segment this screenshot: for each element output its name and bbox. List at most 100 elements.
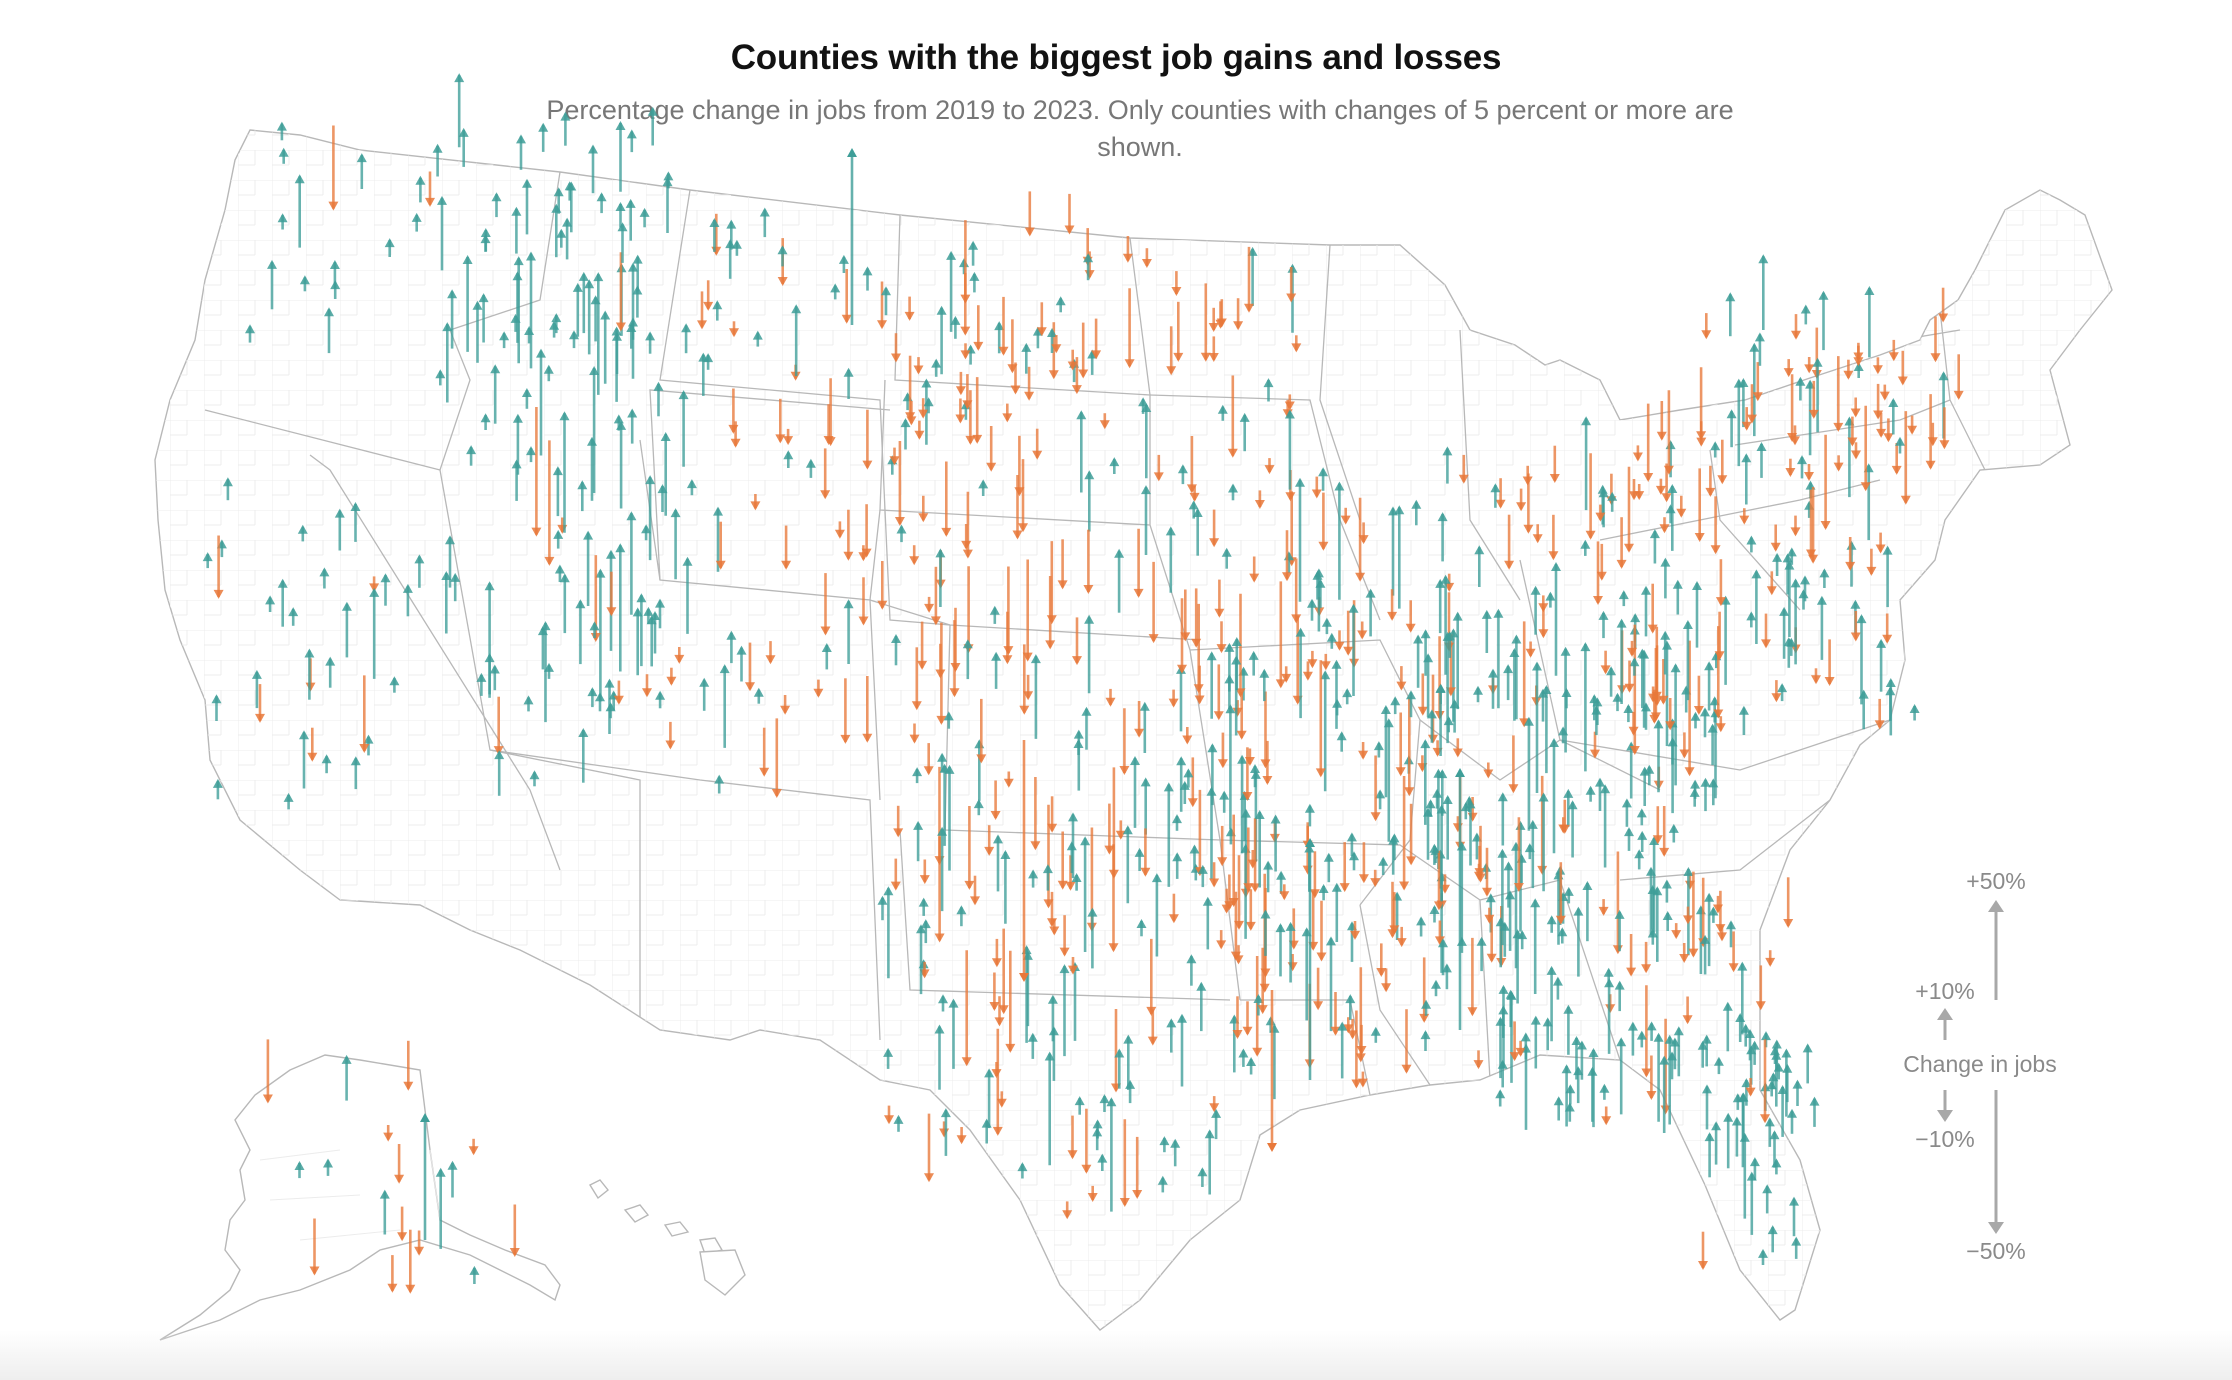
county-gain-arrowhead: [1623, 704, 1634, 713]
county-gain-arrowhead: [1426, 709, 1437, 719]
county-loss-arrowhead: [1071, 385, 1082, 395]
county-gain-arrowhead: [1122, 825, 1133, 835]
county-gain-arrowhead: [1225, 704, 1236, 714]
county-loss-arrowhead: [934, 933, 945, 943]
county-loss-arrowhead: [1249, 573, 1260, 583]
county-loss-arrowhead: [1741, 421, 1752, 431]
county-gain-arrowhead: [1563, 886, 1574, 896]
county-arrows: [202, 73, 1964, 1294]
county-loss-arrowhead: [1851, 450, 1861, 460]
county-gain-arrowhead: [384, 238, 395, 248]
county-gain-arrowhead: [843, 599, 854, 609]
county-gain-arrowhead: [369, 587, 380, 597]
county-gain-arrowhead: [1812, 357, 1823, 367]
county-gain-arrowhead: [1697, 1040, 1708, 1050]
county-loss-arrowhead: [369, 583, 380, 593]
county-gain-arrowhead: [584, 279, 595, 289]
county-loss-arrowhead: [1062, 1210, 1073, 1220]
county-loss-arrowhead: [1649, 714, 1660, 724]
county-loss-arrowhead: [973, 341, 984, 351]
county-gain-arrowhead: [578, 728, 589, 737]
county-gain-arrowhead: [1700, 707, 1710, 717]
county-gain-arrowhead: [1429, 843, 1440, 853]
county-gain-arrowhead: [297, 524, 308, 534]
county-gain-arrowhead: [323, 1158, 333, 1168]
county-loss-arrowhead: [924, 1173, 934, 1183]
county-gain-arrowhead: [1442, 795, 1453, 804]
county-gain-arrowhead: [251, 669, 262, 679]
county-gain-arrowhead: [1136, 919, 1147, 928]
county-gain-arrowhead: [245, 324, 255, 334]
county-gain-arrowhead: [526, 446, 536, 456]
county-gain-arrowhead: [1189, 844, 1200, 854]
county-gain-arrowhead: [713, 506, 723, 516]
state-borders: [204, 171, 1986, 1096]
county-gain-arrowhead: [202, 552, 213, 562]
county-gain-arrowhead: [389, 676, 400, 686]
county-gain-arrowhead: [1197, 864, 1208, 874]
county-gain-arrowhead: [783, 450, 794, 460]
county-loss-arrowhead: [1850, 408, 1861, 418]
county-gain-arrowhead: [552, 466, 563, 476]
county-loss-arrowhead: [1434, 901, 1444, 911]
county-gain-arrowhead: [1254, 810, 1265, 819]
county-gain-arrowhead: [1228, 483, 1238, 493]
county-gain-arrowhead: [821, 643, 832, 652]
county-gain-arrowhead: [1084, 614, 1095, 624]
county-gain-arrowhead: [1134, 847, 1145, 857]
county-loss-arrowhead: [771, 789, 782, 798]
county-loss-arrowhead: [1140, 867, 1151, 877]
county-loss-arrowhead: [1010, 385, 1021, 395]
county-gain-arrowhead: [1331, 882, 1342, 892]
county-loss-arrowhead: [1927, 437, 1938, 447]
county-gain-arrowhead: [1726, 920, 1736, 930]
county-gain-arrowhead: [1802, 1043, 1813, 1053]
county-gain-arrowhead: [490, 364, 501, 374]
county-gain-arrowhead: [445, 535, 455, 545]
county-gain-arrowhead: [560, 111, 571, 121]
county-gain-arrowhead: [645, 331, 656, 341]
county-gain-arrowhead: [682, 556, 693, 566]
county-gain-arrowhead: [1888, 398, 1899, 407]
county-gain-arrowhead: [1109, 457, 1120, 467]
county-gain-arrowhead: [1772, 552, 1783, 562]
county-gain-arrowhead: [962, 639, 973, 649]
county-loss-arrowhead: [1208, 353, 1219, 362]
county-gain-arrowhead: [893, 1114, 904, 1124]
county-gain-arrowhead: [521, 388, 532, 397]
county-gain-arrowhead: [1720, 595, 1731, 605]
county-loss-arrowhead: [1467, 1007, 1478, 1017]
county-gain-arrowhead: [1172, 814, 1182, 824]
county-gain-arrowhead: [1647, 928, 1658, 938]
county-loss-arrowhead: [405, 1284, 416, 1294]
county-gain-arrowhead: [1787, 1108, 1797, 1118]
county-gain-arrowhead: [1177, 1013, 1187, 1023]
county-loss-arrowhead: [1516, 502, 1527, 512]
county-gain-arrowhead: [613, 414, 624, 424]
county-loss-arrowhead: [1787, 433, 1798, 442]
county-loss-arrowhead: [697, 320, 707, 330]
county-gain-arrowhead: [1204, 1129, 1215, 1139]
alaska-outline: [159, 1054, 561, 1341]
county-gain-arrowhead: [1435, 684, 1446, 693]
county-gain-arrowhead: [559, 411, 570, 421]
county-loss-arrowhead: [1045, 640, 1056, 650]
county-gain-arrowhead: [968, 240, 979, 250]
county-gain-arrowhead: [1177, 464, 1188, 474]
county-gain-arrowhead: [1582, 881, 1593, 890]
county-gain-arrowhead: [595, 692, 605, 702]
county-loss-arrowhead: [962, 549, 973, 559]
county-loss-arrowhead: [994, 1017, 1005, 1027]
legend-label-plus10: +10%: [1915, 978, 1974, 1004]
county-gain-arrowhead: [294, 1161, 305, 1170]
county-loss-arrowhead: [1872, 365, 1883, 375]
county-loss-arrowhead: [1320, 661, 1331, 671]
county-loss-arrowhead: [990, 811, 1001, 820]
county-gain-arrowhead: [1708, 906, 1719, 916]
county-loss-arrowhead: [781, 560, 792, 570]
county-loss-arrowhead: [1519, 718, 1530, 728]
county-gain-arrowhead: [1756, 442, 1767, 451]
county-gain-arrowhead: [1745, 1029, 1755, 1038]
county-loss-arrowhead: [1824, 677, 1835, 686]
county-gain-arrowhead: [478, 293, 489, 303]
